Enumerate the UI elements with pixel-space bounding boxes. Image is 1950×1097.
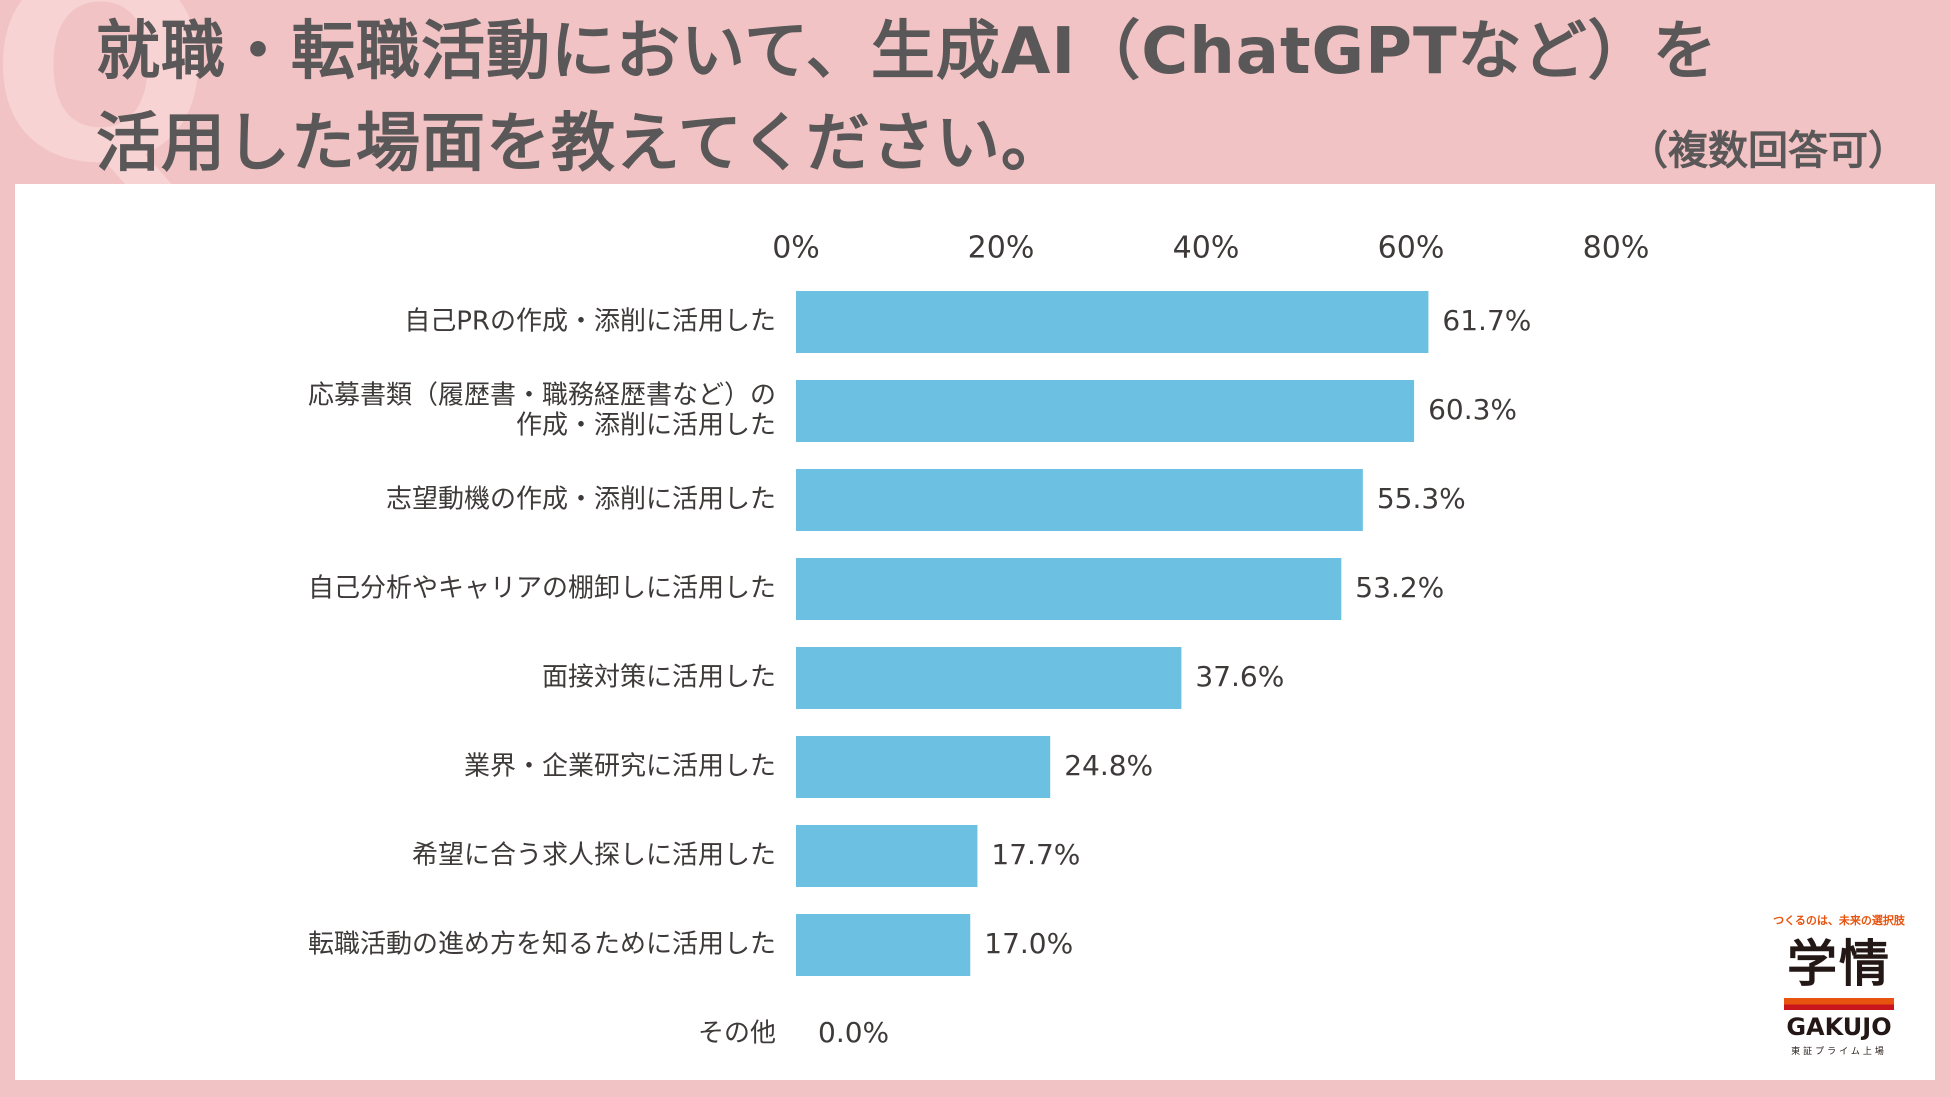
- title-line-2: 活用した場面を教えてください。: [96, 107, 1066, 181]
- x-tick-label: 0%: [772, 231, 820, 266]
- bar: [796, 914, 971, 976]
- x-tick-label: 40%: [1173, 231, 1240, 266]
- gakujo-logo: つくるのは、未来の選択肢 学情 GAKUJO 東証プライム上場: [1760, 912, 1918, 1062]
- category-label: 希望に合う求人探しに活用した: [412, 841, 776, 871]
- value-label: 53.2%: [1355, 571, 1444, 604]
- value-label: 17.0%: [984, 927, 1073, 960]
- category-label: その他: [698, 1019, 776, 1049]
- bar: [796, 469, 1363, 531]
- chart-panel: 0% 20% 40% 60% 80% 自己PRの作成・添削に活用した 61.7% 応募書類（履…: [15, 184, 1935, 1080]
- bar: [796, 558, 1342, 620]
- page-title: 就職・転職活動において、生成AI（ChatGPTなど）を 活用した場面を教えてく…: [96, 6, 1816, 190]
- value-label: 60.3%: [1428, 393, 1517, 426]
- value-label: 37.6%: [1195, 660, 1284, 693]
- value-label: 55.3%: [1377, 482, 1466, 515]
- logo-latin: GAKUJO: [1786, 1013, 1892, 1041]
- logo-tagline: つくるのは、未来の選択肢: [1773, 914, 1905, 927]
- bar: [796, 647, 1182, 709]
- category-label: 応募書類（履歴書・職務経歴書など）の: [308, 381, 776, 411]
- bar-chart: 0% 20% 40% 60% 80% 自己PRの作成・添削に活用した 61.7% 応募書類（履…: [308, 231, 1650, 1050]
- value-label: 61.7%: [1442, 304, 1531, 337]
- category-label: 面接対策に活用した: [542, 663, 776, 693]
- x-tick-label: 60%: [1378, 231, 1445, 266]
- logo-kanji: 学情: [1787, 935, 1891, 993]
- category-label: 自己PRの作成・添削に活用した: [404, 307, 776, 337]
- bar: [796, 825, 978, 887]
- logo-color-bar: [1784, 998, 1894, 1010]
- title-line-1: 就職・転職活動において、生成AI（ChatGPTなど）を: [96, 15, 1718, 89]
- bar: [796, 736, 1051, 798]
- bar: [796, 291, 1429, 353]
- x-tick-label: 80%: [1583, 231, 1650, 266]
- x-tick-label: 20%: [968, 231, 1035, 266]
- category-label: 志望動機の作成・添削に活用した: [386, 485, 776, 515]
- category-label: 業界・企業研究に活用した: [464, 752, 776, 782]
- bar: [796, 380, 1415, 442]
- value-label: 0.0%: [818, 1016, 889, 1049]
- value-label: 24.8%: [1064, 749, 1153, 782]
- logo-subtitle: 東証プライム上場: [1791, 1047, 1887, 1057]
- category-label: 作成・添削に活用した: [516, 411, 776, 441]
- value-label: 17.7%: [991, 838, 1080, 871]
- multiple-answers-note: （複数回答可）: [1628, 128, 1908, 174]
- category-label: 自己分析やキャリアの棚卸しに活用した: [308, 574, 776, 604]
- category-label: 転職活動の進め方を知るために活用した: [308, 930, 776, 960]
